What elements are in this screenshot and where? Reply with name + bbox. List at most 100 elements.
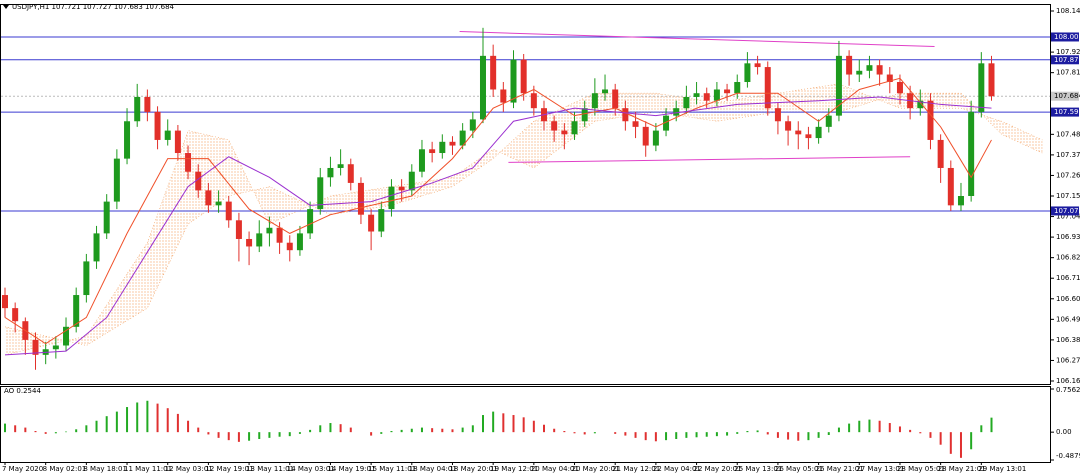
candle-body	[520, 59, 527, 94]
candle-body	[327, 167, 334, 178]
candle-body	[225, 201, 232, 221]
candle-body	[195, 171, 202, 191]
candle-body	[429, 149, 436, 154]
candle-body	[551, 121, 558, 131]
cloud-segment	[269, 186, 331, 225]
y-tick-label: 106.710	[1056, 274, 1080, 282]
candle-body	[134, 96, 141, 122]
candle-body	[713, 89, 720, 101]
x-tick-label: 8 May 18:01	[83, 465, 127, 473]
candle-body	[591, 93, 598, 109]
moving-average	[4, 96, 992, 356]
candle-body	[703, 93, 710, 101]
x-tick-label: 28 May 05:01	[897, 465, 945, 473]
candle-body	[571, 121, 578, 135]
y-tick-label: 106.270	[1056, 356, 1080, 364]
candle-body	[968, 111, 975, 196]
candle-body	[103, 201, 110, 234]
candle-body	[337, 164, 344, 168]
candle-body	[469, 119, 476, 131]
price-label-box	[1051, 32, 1079, 42]
x-tick-label: 27 May 13:01	[856, 465, 904, 473]
x-tick-label: 29 May 13:01	[978, 465, 1026, 473]
candle-body	[276, 227, 283, 243]
candle-body	[764, 67, 771, 109]
candle-body	[459, 130, 466, 146]
candle-body	[927, 100, 934, 140]
candle-body	[785, 121, 792, 131]
price-label: 107.879	[1054, 56, 1080, 64]
candle-body	[2, 295, 8, 309]
candle-body	[63, 326, 70, 346]
sub-frame	[0, 386, 1051, 463]
candle-body	[825, 115, 832, 127]
cloud-segment	[391, 177, 453, 206]
candle-body	[815, 126, 822, 139]
cloud-edge	[4, 83, 1043, 346]
candle-body	[693, 93, 700, 97]
candle-body	[947, 167, 954, 206]
x-tick-label: 15 May 11:01	[368, 465, 416, 473]
menu-arrow[interactable]	[3, 5, 9, 9]
candle-body	[418, 149, 425, 172]
x-tick-label: 8 May 02:01	[43, 465, 87, 473]
y-tick-label: 106.820	[1056, 254, 1080, 262]
x-tick-label: 26 May 05:01	[775, 465, 823, 473]
candle-body	[490, 55, 497, 90]
x-tick-label: 25 May 13:01	[734, 465, 782, 473]
candle-body	[581, 108, 588, 122]
y-tick-label: 106.160	[1056, 377, 1080, 385]
x-tick-label: 11 May 11:01	[124, 465, 172, 473]
x-tick-label: 14 May 03:01	[287, 465, 335, 473]
price-label: 107.599	[1054, 108, 1080, 116]
cloud-segment	[86, 242, 148, 346]
candle-body	[937, 139, 944, 168]
candle-body	[724, 89, 731, 94]
price-label: 107.070	[1054, 207, 1080, 215]
candle-body	[602, 89, 609, 94]
candle-body	[652, 130, 659, 146]
ao-tick-label: 0.00	[1056, 428, 1072, 436]
x-tick-label: 13 May 11:01	[246, 465, 294, 473]
candle-body	[744, 63, 751, 83]
x-tick-label: 7 May 2020	[2, 465, 43, 473]
y-tick-label: 107.480	[1056, 130, 1080, 138]
x-tick-label: 20 May 04:01	[531, 465, 579, 473]
candle-body	[307, 209, 314, 234]
x-tick-label: 20 May 20:01	[572, 465, 620, 473]
trendline	[459, 31, 935, 48]
candle-body	[510, 59, 517, 103]
candle-body	[835, 55, 842, 116]
candle-body	[174, 130, 181, 154]
candle-body	[500, 89, 507, 103]
candle-body	[774, 108, 781, 122]
candle-body	[205, 190, 212, 206]
candle-body	[368, 214, 375, 232]
candle-body	[388, 186, 395, 210]
candle-body	[988, 63, 995, 97]
candle-body	[663, 115, 670, 131]
x-tick-label: 12 May 19:01	[205, 465, 253, 473]
candle-body	[317, 177, 324, 210]
candle-body	[642, 126, 649, 146]
cloud-segment	[228, 139, 270, 225]
price-label-box	[1051, 55, 1079, 65]
candle-body	[83, 261, 90, 296]
candle-body	[73, 295, 80, 327]
candle-body	[439, 141, 446, 154]
candle-body	[185, 153, 192, 172]
candle-body	[357, 182, 364, 215]
candle-body	[113, 158, 120, 202]
candle-body	[734, 82, 741, 94]
y-tick-label: 107.370	[1056, 151, 1080, 159]
candle-body	[632, 121, 639, 127]
y-tick-label: 107.810	[1056, 69, 1080, 77]
candle-body	[124, 121, 131, 159]
cloud-segment	[777, 83, 839, 112]
candle-body	[286, 242, 293, 251]
candle-body	[246, 238, 253, 247]
candle-body	[154, 111, 161, 140]
x-tick-label: 12 May 03:01	[165, 465, 213, 473]
candle-body	[296, 233, 303, 251]
price-label-box	[1051, 206, 1079, 216]
